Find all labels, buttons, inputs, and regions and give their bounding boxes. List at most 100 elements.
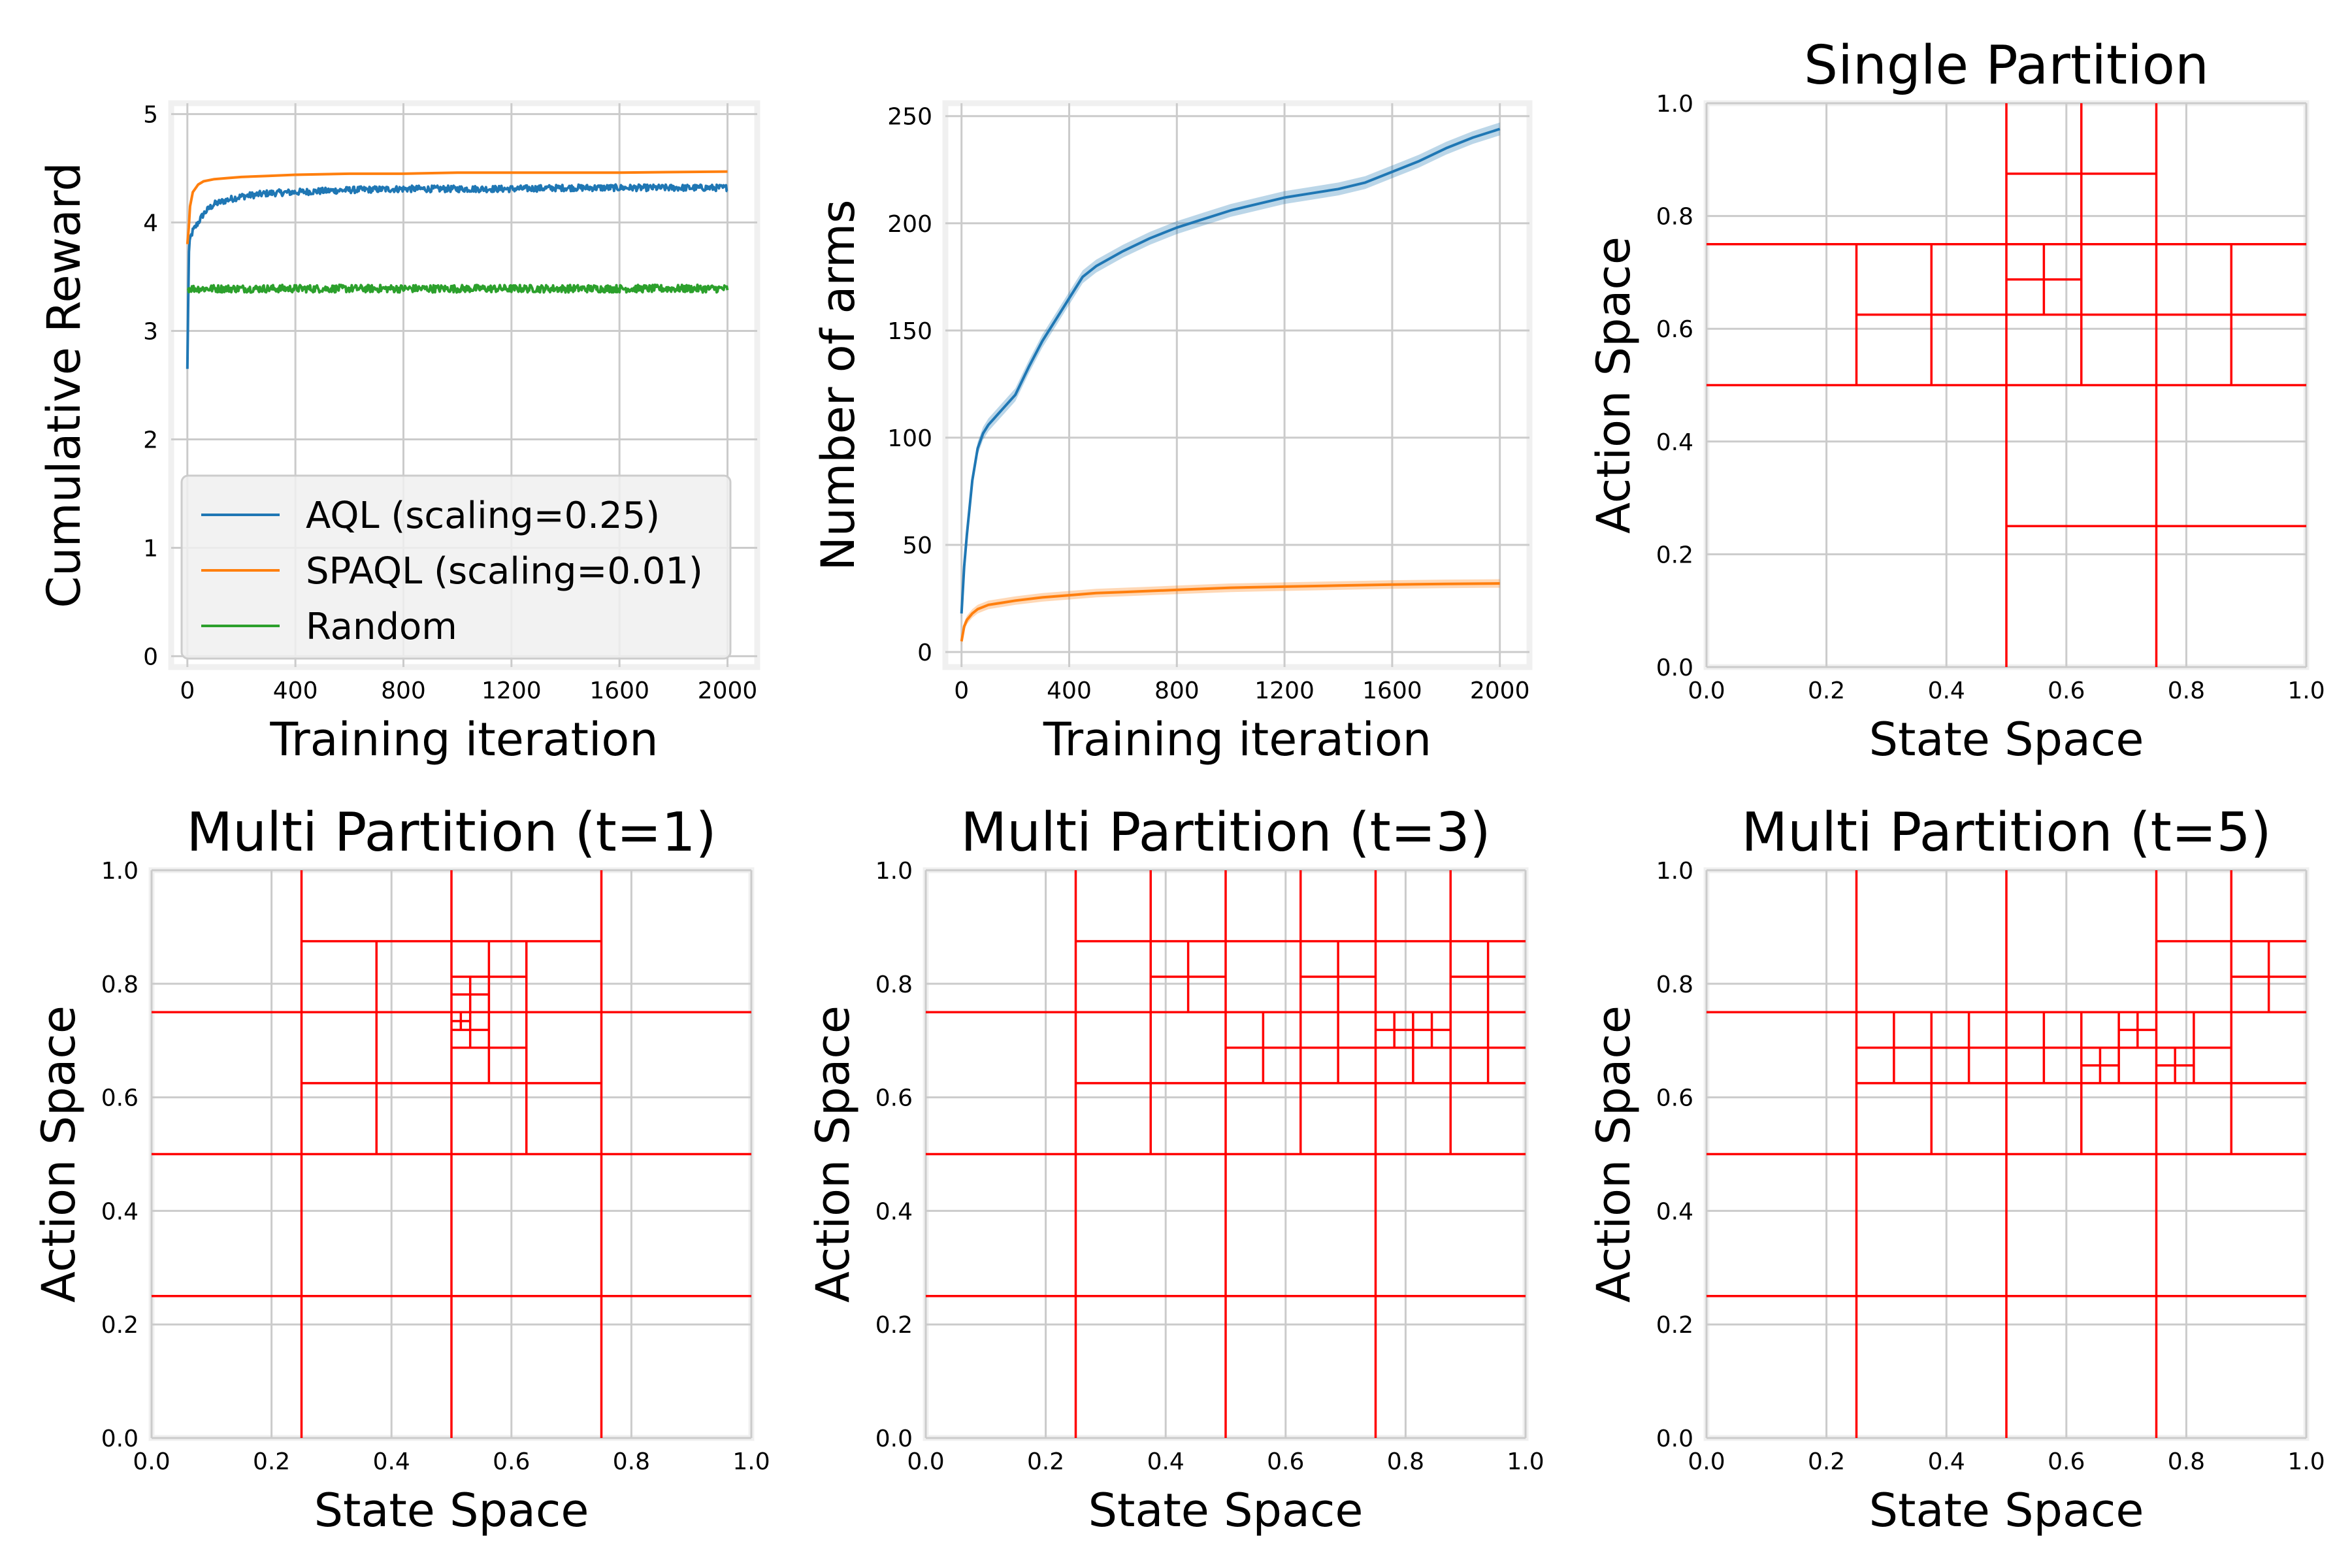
y-tick-label: 0.6 <box>875 1085 913 1112</box>
x-tick-label: 0.8 <box>613 1448 650 1475</box>
legend-entry: AQL (scaling=0.25) <box>306 495 660 537</box>
x-tick-label: 1200 <box>1254 678 1315 704</box>
y-axis-label: Action Space <box>1587 1005 1641 1303</box>
x-tick-label: 1.0 <box>1507 1448 1544 1475</box>
x-tick-label: 0.0 <box>1688 678 1725 704</box>
x-tick-label: 0.0 <box>133 1448 170 1475</box>
y-tick-label: 0.2 <box>101 1312 139 1339</box>
x-tick-label: 0.4 <box>373 1448 410 1475</box>
x-axis-label: State Space <box>1088 1484 1364 1537</box>
x-tick-label: 0.6 <box>2048 678 2085 704</box>
y-axis-label: Action Space <box>806 1005 860 1303</box>
legend-entry: Random <box>306 606 457 648</box>
series-line <box>960 127 1501 614</box>
panel-title: Multi Partition (t=5) <box>1741 802 2271 864</box>
y-tick-label: 5 <box>143 102 158 129</box>
y-tick-label: 1.0 <box>1656 91 1693 118</box>
x-tick-label: 2000 <box>1470 678 1530 704</box>
x-tick-label: 0.4 <box>1928 1448 1965 1475</box>
x-tick-label: 1200 <box>482 678 542 704</box>
x-tick-label: 0.8 <box>2168 678 2205 704</box>
x-tick-label: 800 <box>1154 678 1200 704</box>
y-axis-label: Action Space <box>1587 237 1641 534</box>
series-line <box>186 183 728 369</box>
y-tick-label: 1.0 <box>875 858 913 885</box>
y-axis-label: Cumulative Reward <box>37 162 91 608</box>
panel-title: Multi Partition (t=1) <box>186 802 716 864</box>
y-tick-label: 0.8 <box>1656 972 1693 998</box>
y-tick-label: 200 <box>887 211 932 238</box>
x-tick-label: 400 <box>273 678 318 704</box>
x-tick-label: 0.6 <box>493 1448 530 1475</box>
y-tick-label: 150 <box>887 318 932 345</box>
x-tick-label: 400 <box>1047 678 1092 704</box>
x-tick-label: 0 <box>954 678 969 704</box>
y-tick-label: 0.6 <box>101 1085 139 1112</box>
series-line <box>960 582 1500 642</box>
x-tick-label: 1.0 <box>2287 1448 2325 1475</box>
x-axis-label: State Space <box>1869 713 2144 766</box>
x-axis-label: State Space <box>1869 1484 2144 1537</box>
x-tick-label: 1.0 <box>732 1448 770 1475</box>
panel-multi1: 0.0 0.2 0.4 0.6 0.8 1.0 0.0 0.2 0.4 0.6 0.8 1.0 Stat… <box>32 802 770 1537</box>
y-tick-label: 50 <box>902 532 932 559</box>
panel-arms: 0 400 800 1200 1600 2000 0 50 100 150 200 250 Traini… <box>811 100 1533 766</box>
y-tick-label: 0.8 <box>101 972 139 998</box>
x-tick-label: 0.2 <box>1808 678 1845 704</box>
y-tick-label: 0.6 <box>1656 316 1693 343</box>
x-axis-label: Training iteration <box>269 713 658 766</box>
y-tick-label: 0.2 <box>875 1312 913 1339</box>
y-tick-label: 1 <box>143 535 158 562</box>
panel-multi5: 0.0 0.2 0.4 0.6 0.8 1.0 0.0 0.2 0.4 0.6 0.8 1.0 Stat… <box>1587 802 2325 1537</box>
series-line <box>186 170 728 244</box>
y-tick-label: 0.0 <box>101 1426 139 1452</box>
y-tick-label: 0.0 <box>875 1426 913 1452</box>
x-tick-label: 0.2 <box>1027 1448 1064 1475</box>
x-tick-label: 0.2 <box>1808 1448 1845 1475</box>
y-tick-label: 100 <box>887 425 932 452</box>
x-tick-label: 0.0 <box>907 1448 944 1475</box>
y-tick-label: 0.8 <box>1656 204 1693 231</box>
panel-single: 0.0 0.2 0.4 0.6 0.8 1.0 0.0 0.2 0.4 0.6 0.8 1.0 Stat… <box>1587 35 2325 766</box>
x-tick-label: 800 <box>381 678 426 704</box>
x-tick-label: 0.2 <box>253 1448 290 1475</box>
y-tick-label: 0.8 <box>875 972 913 998</box>
y-tick-label: 0.4 <box>875 1198 913 1225</box>
x-tick-label: 0.4 <box>1147 1448 1184 1475</box>
y-axis-label: Action Space <box>32 1005 86 1303</box>
y-tick-label: 0.0 <box>1656 1426 1693 1452</box>
x-tick-label: 0.6 <box>1267 1448 1304 1475</box>
x-axis-label: Training iteration <box>1043 713 1431 766</box>
y-tick-label: 3 <box>143 319 158 346</box>
y-axis-label: Number of arms <box>811 199 865 570</box>
plot-area <box>942 100 1533 670</box>
series-line <box>187 284 729 294</box>
y-tick-label: 1.0 <box>101 858 139 885</box>
y-tick-label: 2 <box>143 427 158 453</box>
y-tick-label: 0 <box>143 644 158 670</box>
x-tick-label: 0.8 <box>2168 1448 2205 1475</box>
y-tick-label: 0.4 <box>101 1198 139 1225</box>
x-tick-label: 1600 <box>1362 678 1422 704</box>
x-axis-label: State Space <box>314 1484 589 1537</box>
y-tick-label: 0.4 <box>1656 429 1693 456</box>
y-tick-label: 0.0 <box>1656 655 1693 681</box>
series-band <box>961 579 1500 646</box>
x-tick-label: 0.6 <box>2048 1448 2085 1475</box>
panel-multi3: 0.0 0.2 0.4 0.6 0.8 1.0 0.0 0.2 0.4 0.6 0.8 1.0 Stat… <box>806 802 1544 1537</box>
y-tick-label: 250 <box>887 104 932 131</box>
x-tick-label: 1.0 <box>2287 678 2325 704</box>
y-tick-label: 0.4 <box>1656 1198 1693 1225</box>
y-tick-label: 0.2 <box>1656 542 1693 568</box>
legend-entry: SPAQL (scaling=0.01) <box>306 550 703 593</box>
x-tick-label: 0 <box>180 678 195 704</box>
y-tick-label: 4 <box>143 210 158 237</box>
legend-box <box>180 474 732 660</box>
panel-title: Multi Partition (t=3) <box>960 802 1490 864</box>
panel-reward: 0 400 800 1200 1600 2000 0 1 2 3 4 5 Training iterat… <box>37 100 760 766</box>
x-tick-label: 0.4 <box>1928 678 1965 704</box>
x-tick-label: 2000 <box>698 678 758 704</box>
y-tick-label: 1.0 <box>1656 858 1693 885</box>
x-tick-label: 0.8 <box>1387 1448 1424 1475</box>
